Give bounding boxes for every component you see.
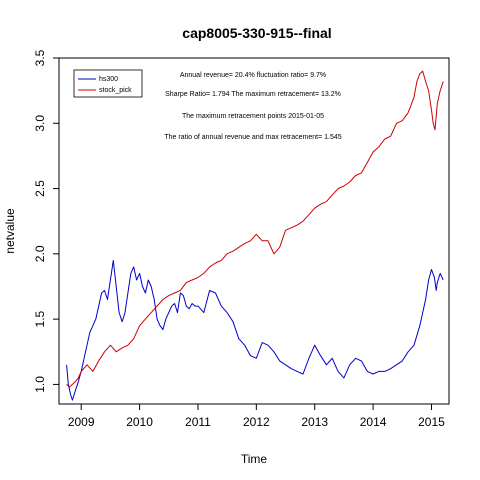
annotation-retracement-point: The maximum retracement points 2015-01-0… [182,113,324,120]
x-tick-label: 2011 [185,415,211,429]
x-tick-label: 2013 [301,415,328,429]
legend-box [73,69,143,98]
legend: hs300 stock_pick [73,69,143,98]
x-axis: 2009 2010 2011 2012 2013 2014 2015 [68,403,445,429]
x-tick-label: 2012 [243,415,270,429]
y-tick-label: 2.5 [33,180,47,197]
y-axis-title: netvalue [3,208,17,254]
plot-frame [58,57,450,405]
x-axis-title: Time [241,452,268,466]
series-line-stock-pick [66,70,444,388]
annotations: Annual revenue= 20.4% fluctuation ratio=… [164,72,341,141]
legend-label-stock-pick: stock_pick [99,87,132,94]
y-axis: 1.0 1.5 2.0 2.5 3.0 3.5 [33,49,60,393]
x-tick-label: 2014 [360,415,387,429]
x-tick-label: 2010 [126,415,153,429]
annotation-ratio: The ratio of annual revenue and max retr… [164,134,341,141]
series-layer [66,70,444,401]
y-tick-label: 3.5 [33,49,47,66]
y-tick-label: 1.0 [33,376,47,393]
chart-title: cap8005-330-915--final [182,25,331,41]
annotation-revenue: Annual revenue= 20.4% fluctuation ratio=… [180,72,326,79]
y-tick-label: 1.5 [33,310,47,327]
x-tick-label: 2015 [418,415,445,429]
y-tick-label: 2.0 [33,245,47,262]
legend-label-hs300: hs300 [99,76,118,83]
series-line-hs300 [66,259,444,401]
y-tick-label: 3.0 [33,115,47,132]
annotation-sharpe: Sharpe Ratio= 1.794 The maximum retracem… [165,91,341,98]
x-tick-label: 2009 [68,415,95,429]
